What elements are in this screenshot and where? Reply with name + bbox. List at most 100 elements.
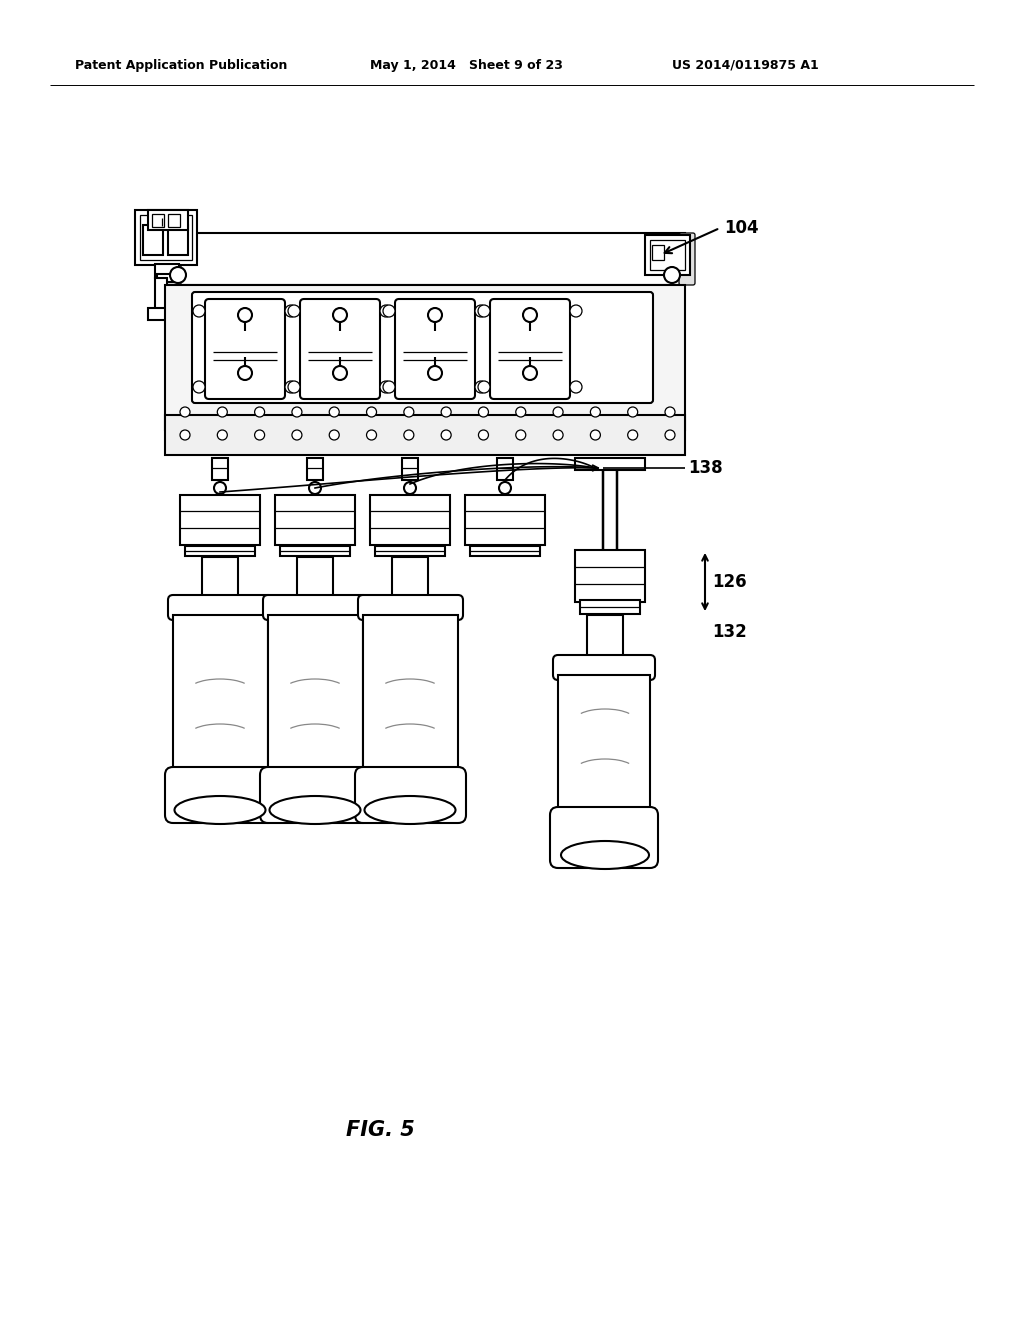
Bar: [165, 285, 685, 430]
Bar: [362, 615, 458, 775]
Circle shape: [285, 305, 297, 317]
Circle shape: [193, 305, 205, 317]
Text: 126: 126: [712, 573, 746, 591]
Circle shape: [570, 305, 582, 317]
Circle shape: [665, 407, 675, 417]
FancyBboxPatch shape: [260, 767, 371, 822]
Bar: [152, 214, 164, 227]
Circle shape: [404, 482, 416, 494]
Circle shape: [255, 430, 264, 440]
Circle shape: [217, 430, 227, 440]
Bar: [212, 458, 228, 480]
Circle shape: [516, 430, 525, 440]
Circle shape: [403, 407, 414, 417]
Circle shape: [499, 482, 511, 494]
Ellipse shape: [561, 841, 649, 869]
Circle shape: [441, 407, 452, 417]
Circle shape: [591, 430, 600, 440]
Circle shape: [478, 305, 490, 317]
Circle shape: [628, 430, 638, 440]
FancyBboxPatch shape: [395, 300, 475, 399]
Circle shape: [380, 305, 392, 317]
Circle shape: [523, 366, 537, 380]
Bar: [140, 215, 193, 260]
FancyBboxPatch shape: [165, 767, 276, 822]
Circle shape: [478, 381, 490, 393]
FancyBboxPatch shape: [263, 595, 368, 620]
Circle shape: [333, 366, 347, 380]
Bar: [275, 495, 355, 545]
Bar: [165, 414, 685, 455]
Bar: [148, 210, 188, 230]
Circle shape: [383, 305, 395, 317]
Bar: [202, 557, 238, 601]
Circle shape: [180, 407, 190, 417]
Bar: [558, 675, 650, 814]
Bar: [307, 458, 323, 480]
Ellipse shape: [174, 796, 265, 824]
Bar: [297, 557, 333, 601]
Circle shape: [570, 381, 582, 393]
Bar: [143, 224, 163, 255]
Bar: [652, 246, 664, 260]
Bar: [402, 458, 418, 480]
Bar: [497, 458, 513, 480]
Circle shape: [333, 308, 347, 322]
Bar: [465, 495, 545, 545]
Circle shape: [553, 407, 563, 417]
Circle shape: [428, 366, 442, 380]
Circle shape: [170, 267, 186, 282]
Text: May 1, 2014   Sheet 9 of 23: May 1, 2014 Sheet 9 of 23: [370, 58, 563, 71]
Circle shape: [367, 407, 377, 417]
Bar: [157, 275, 177, 282]
Circle shape: [475, 305, 487, 317]
Bar: [392, 557, 428, 601]
Circle shape: [478, 407, 488, 417]
Text: FIG. 5: FIG. 5: [346, 1119, 415, 1140]
Bar: [175, 234, 685, 285]
Circle shape: [288, 381, 300, 393]
Bar: [268, 615, 362, 775]
Bar: [580, 601, 640, 614]
FancyBboxPatch shape: [168, 595, 273, 620]
Circle shape: [591, 407, 600, 417]
Circle shape: [475, 381, 487, 393]
Circle shape: [516, 407, 525, 417]
FancyBboxPatch shape: [490, 300, 570, 399]
FancyBboxPatch shape: [679, 234, 695, 285]
Ellipse shape: [269, 796, 360, 824]
Bar: [148, 308, 174, 319]
Bar: [587, 615, 623, 660]
Bar: [180, 495, 260, 545]
Circle shape: [238, 366, 252, 380]
Circle shape: [255, 407, 264, 417]
Circle shape: [553, 430, 563, 440]
Bar: [185, 546, 255, 556]
Bar: [375, 546, 445, 556]
Bar: [650, 240, 685, 271]
FancyBboxPatch shape: [358, 595, 463, 620]
Bar: [173, 615, 268, 775]
Circle shape: [441, 430, 452, 440]
Circle shape: [288, 305, 300, 317]
Circle shape: [664, 267, 680, 282]
Circle shape: [330, 407, 339, 417]
FancyBboxPatch shape: [193, 292, 653, 403]
FancyBboxPatch shape: [165, 234, 181, 285]
Circle shape: [217, 407, 227, 417]
Bar: [155, 264, 179, 279]
FancyBboxPatch shape: [355, 767, 466, 822]
Circle shape: [367, 430, 377, 440]
Bar: [280, 546, 350, 556]
FancyBboxPatch shape: [205, 300, 285, 399]
Bar: [135, 210, 197, 265]
Bar: [168, 224, 188, 255]
Bar: [155, 279, 167, 310]
Circle shape: [180, 430, 190, 440]
Circle shape: [330, 430, 339, 440]
Circle shape: [214, 482, 226, 494]
Bar: [645, 235, 690, 275]
Bar: [575, 458, 645, 470]
FancyBboxPatch shape: [550, 807, 658, 869]
Bar: [470, 546, 540, 556]
